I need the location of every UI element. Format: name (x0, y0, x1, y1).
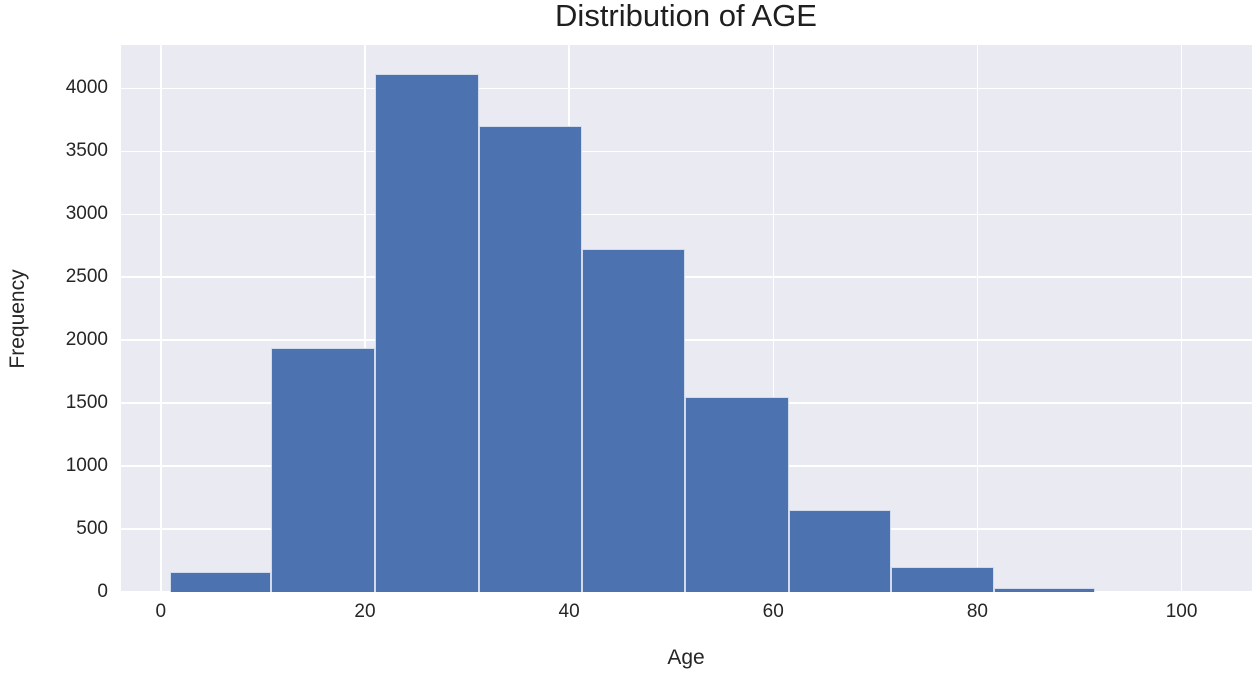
x-tick-label: 80 (966, 601, 988, 622)
y-gridline (121, 276, 1252, 278)
x-gridline (976, 45, 979, 592)
x-tick-label: 20 (354, 601, 376, 622)
y-gridline (121, 150, 1252, 153)
histogram-bar (169, 571, 272, 592)
histogram-bar (582, 248, 686, 592)
x-axis-label: Age (667, 646, 705, 669)
x-gridline (772, 45, 774, 592)
x-gridline (364, 45, 366, 592)
x-tick-label: 0 (155, 601, 167, 622)
y-tick-label: 3500 (65, 140, 108, 162)
x-tick-label: 60 (762, 601, 784, 622)
y-gridline (121, 87, 1252, 90)
histogram-bar (685, 397, 789, 592)
y-tick-label: 500 (76, 518, 108, 540)
y-tick-label: 1500 (65, 392, 108, 414)
y-gridline (121, 213, 1252, 215)
y-gridline (121, 339, 1252, 341)
y-tick-label: 1000 (65, 455, 108, 477)
histogram-bar (271, 347, 376, 592)
y-tick-label: 4000 (65, 77, 108, 99)
y-tick-label: 0 (97, 581, 108, 602)
x-gridline (160, 45, 162, 592)
y-gridline (121, 591, 1252, 593)
histogram-bar (993, 588, 1095, 592)
histogram-bar (479, 126, 583, 592)
histogram-bar (890, 567, 994, 592)
x-tick-label: 40 (558, 601, 580, 622)
histogram-bar (788, 509, 891, 592)
chart-title: Distribution of AGE (555, 0, 817, 33)
plot-area (121, 45, 1252, 593)
x-gridline (1180, 45, 1183, 592)
x-tick-label: 100 (1165, 601, 1198, 622)
histogram-bar (375, 74, 480, 592)
y-tick-label: 3000 (65, 203, 108, 225)
y-tick-label: 2500 (65, 266, 108, 288)
y-tick-label: 2000 (65, 329, 108, 351)
